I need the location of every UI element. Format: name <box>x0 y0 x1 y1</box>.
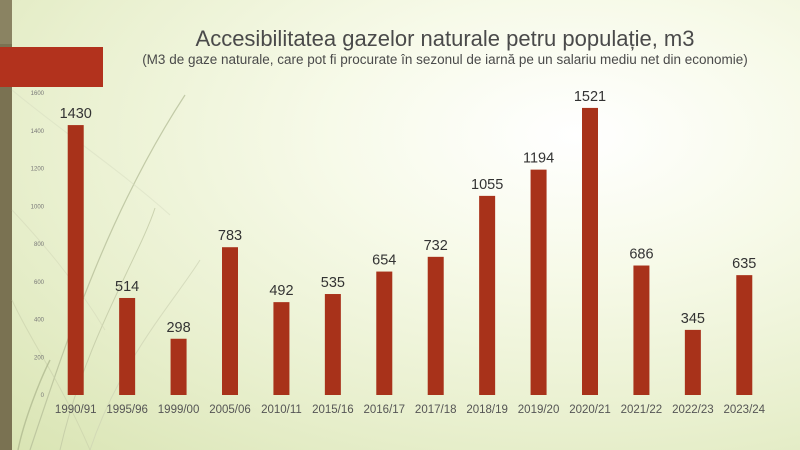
data-label: 635 <box>732 256 756 272</box>
x-tick-label: 2020/21 <box>569 404 611 416</box>
bar-2016-17 <box>376 271 393 395</box>
bar-2022-23 <box>684 329 701 395</box>
bar-1995-96 <box>119 297 136 395</box>
data-label: 1194 <box>523 151 554 167</box>
x-tick-label: 2023/24 <box>723 404 765 416</box>
data-label: 732 <box>424 238 448 254</box>
x-tick-label: 2022/23 <box>672 404 714 416</box>
bar-1990-91 <box>67 125 84 396</box>
data-label: 535 <box>321 275 345 291</box>
x-tick-label: 1995/96 <box>106 404 148 416</box>
x-tick-label: 2018/19 <box>466 404 508 416</box>
x-tick-label: 1990/91 <box>55 404 97 416</box>
bar-1999-00 <box>170 338 187 395</box>
x-tick-label: 2010/11 <box>261 404 302 416</box>
x-tick-label: 2019/20 <box>518 404 560 416</box>
x-tick-label: 2017/18 <box>415 404 457 416</box>
bar-2020-21 <box>582 107 598 395</box>
x-tick-label: 2005/06 <box>209 404 251 416</box>
data-label: 492 <box>269 283 293 299</box>
chart-subtitle: (M3 de gaze naturale, care pot fi procur… <box>142 52 748 67</box>
accent-tab <box>0 47 103 87</box>
x-tick-label: 1999/00 <box>158 404 200 416</box>
data-label: 1521 <box>574 89 606 105</box>
chart-title: Accesibilitatea gazelor naturale petru p… <box>195 26 695 51</box>
x-tick-label: 2015/16 <box>312 404 354 416</box>
data-label: 783 <box>218 228 242 244</box>
bar-2015-16 <box>324 294 341 395</box>
bar-2019-20 <box>530 169 547 395</box>
y-tick-label: 1200 <box>31 167 45 173</box>
y-tick-label: 600 <box>34 280 45 286</box>
y-tick-label: 1000 <box>31 204 45 210</box>
data-label: 298 <box>166 320 190 336</box>
data-label: 514 <box>115 279 139 295</box>
data-label: 345 <box>681 311 705 327</box>
y-tick-label: 400 <box>34 318 45 324</box>
x-tick-label: 2016/17 <box>363 404 405 416</box>
y-tick-label: 1600 <box>31 91 45 97</box>
y-tick-label: 200 <box>34 355 45 361</box>
bar-2005-06 <box>222 247 238 395</box>
bar-2017-18 <box>427 256 444 395</box>
bar-2023-24 <box>736 275 753 395</box>
side-strip-top <box>0 0 12 44</box>
bar-2021-22 <box>633 265 650 395</box>
y-tick-label: 0 <box>41 393 45 399</box>
x-tick-label: 2021/22 <box>621 404 663 416</box>
y-tick-label: 800 <box>34 242 45 248</box>
y-tick-label: 1400 <box>31 129 45 135</box>
bar-2010-11 <box>273 302 290 395</box>
side-strip <box>0 0 12 450</box>
data-label: 686 <box>629 247 653 263</box>
data-label: 654 <box>372 253 396 269</box>
bar-2018-19 <box>479 195 496 395</box>
data-label: 1430 <box>60 106 92 122</box>
data-label: 1055 <box>471 177 503 193</box>
